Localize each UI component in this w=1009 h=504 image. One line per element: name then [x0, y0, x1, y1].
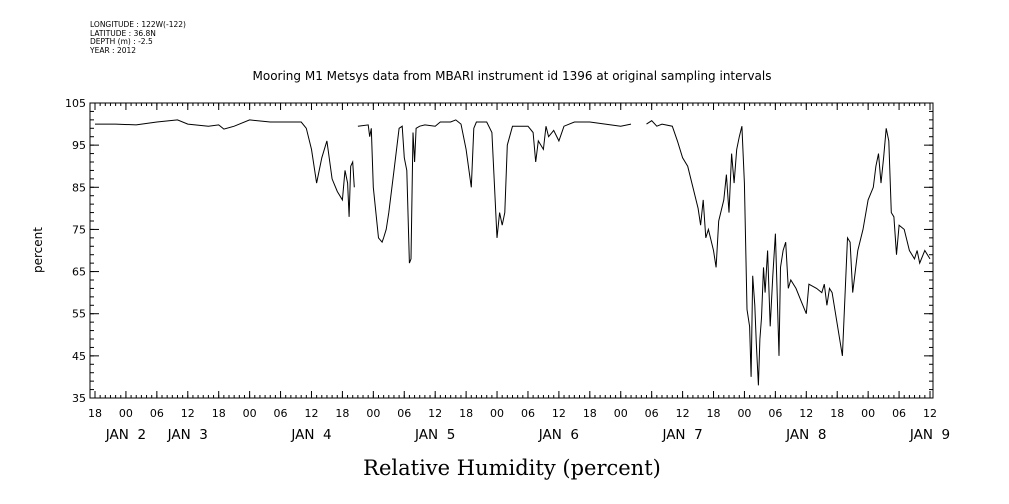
x-tick-label: 06 [768, 407, 782, 420]
year-label: YEAR : 2012 [90, 45, 137, 55]
x-tick-label: 00 [737, 407, 751, 420]
metadata-block: LONGITUDE : 122W(-122) LATITUDE : 36.8N … [90, 20, 186, 55]
x-tick-label: 00 [490, 407, 504, 420]
y-axis: 35 45 55 65 75 85 95 105 [65, 97, 933, 405]
x-date-label: JAN 6 [538, 427, 579, 443]
series-line-segment [357, 119, 632, 264]
depth-label: DEPTH (m) : -2.5 [90, 37, 153, 47]
series-lines [95, 119, 931, 386]
y-tick-label: 65 [72, 266, 86, 279]
x-tick-label: 18 [583, 407, 597, 420]
latitude-label: LATITUDE : 36.8N [90, 28, 156, 38]
x-tick-label: 06 [645, 407, 659, 420]
x-tick-label: 18 [212, 407, 226, 420]
x-tick-label: 00 [861, 407, 875, 420]
x-date-label: JAN 4 [290, 427, 331, 443]
x-axis-label: Relative Humidity (percent) [363, 456, 661, 480]
x-tick-label: 00 [243, 407, 257, 420]
chart-title: Mooring M1 Metsys data from MBARI instru… [253, 69, 772, 83]
series-line-segment [646, 120, 931, 386]
y-tick-label: 35 [72, 392, 86, 405]
y-tick-label: 95 [72, 139, 86, 152]
x-date-label: JAN 7 [661, 427, 702, 443]
x-date-label: JAN 2 [105, 427, 146, 443]
x-tick-label: 12 [552, 407, 566, 420]
x-axis: 18 00 06 12 18 00 06 12 18 00 06 12 18 00 06 12 18 00 06 12… [88, 103, 950, 443]
x-tick-label: 18 [88, 407, 102, 420]
x-date-label: JAN 3 [167, 427, 208, 443]
x-tick-label: 06 [892, 407, 906, 420]
x-tick-label: 06 [397, 407, 411, 420]
longitude-label: LONGITUDE : 122W(-122) [90, 20, 186, 29]
x-date-label: JAN 8 [785, 427, 826, 443]
x-tick-label: 18 [707, 407, 721, 420]
y-axis-label: percent [31, 227, 45, 273]
x-tick-label: 12 [428, 407, 442, 420]
x-tick-label: 12 [304, 407, 318, 420]
x-tick-label: 18 [459, 407, 473, 420]
x-tick-label: 06 [521, 407, 535, 420]
x-tick-label: 18 [830, 407, 844, 420]
x-tick-label: 00 [366, 407, 380, 420]
x-date-label: JAN 9 [909, 427, 950, 443]
y-tick-label: 45 [72, 350, 86, 363]
y-tick-label: 75 [72, 223, 86, 236]
x-date-label: JAN 5 [414, 427, 455, 443]
x-tick-label: 06 [274, 407, 288, 420]
x-tick-label: 00 [119, 407, 133, 420]
y-tick-label: 55 [72, 308, 86, 321]
x-tick-label: 00 [614, 407, 628, 420]
x-tick-label: 06 [150, 407, 164, 420]
x-tick-label: 12 [799, 407, 813, 420]
x-tick-label: 12 [676, 407, 690, 420]
y-tick-label: 85 [72, 181, 86, 194]
y-tick-label: 105 [65, 97, 86, 110]
x-tick-label: 18 [335, 407, 349, 420]
series-line-segment [95, 119, 355, 217]
x-tick-label: 12 [181, 407, 195, 420]
plot-frame [89, 102, 934, 399]
x-tick-label: 12 [923, 407, 937, 420]
